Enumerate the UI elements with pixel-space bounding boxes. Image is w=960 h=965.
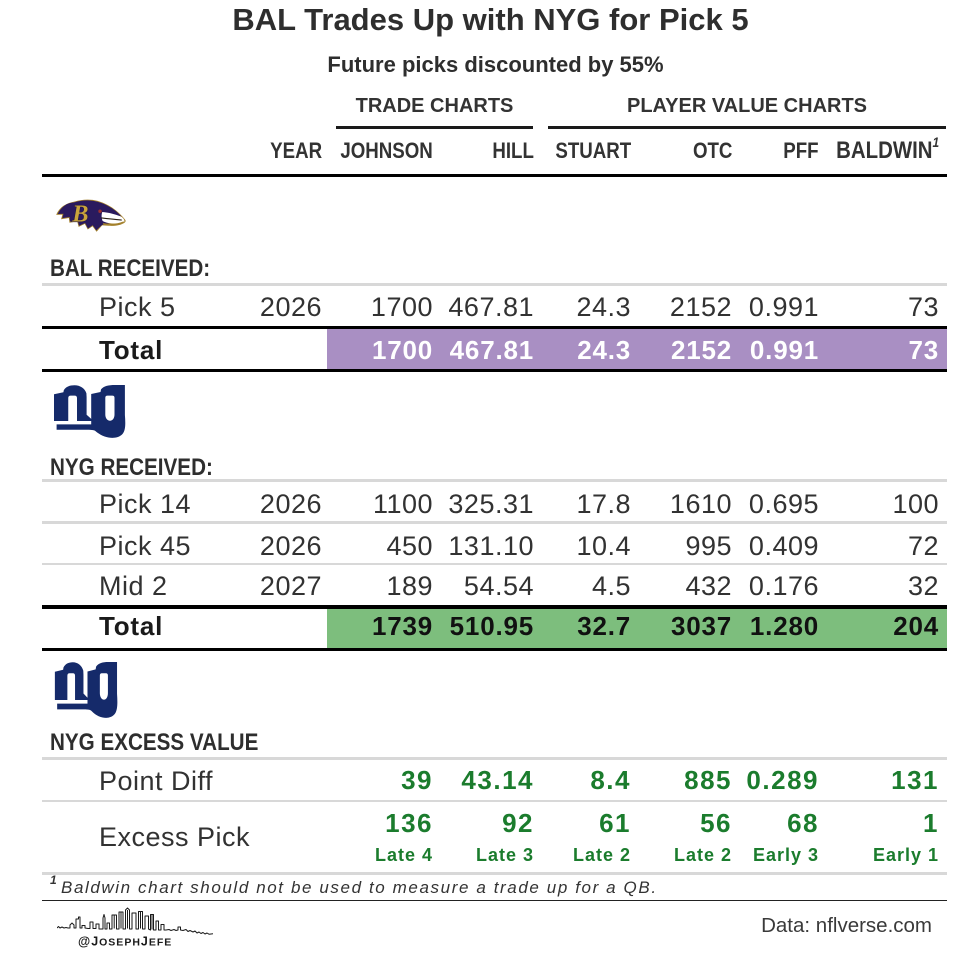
svg-text:B: B: [71, 201, 88, 228]
svg-text:@JOSEPHJEFE: @JOSEPHJEFE: [78, 935, 172, 949]
